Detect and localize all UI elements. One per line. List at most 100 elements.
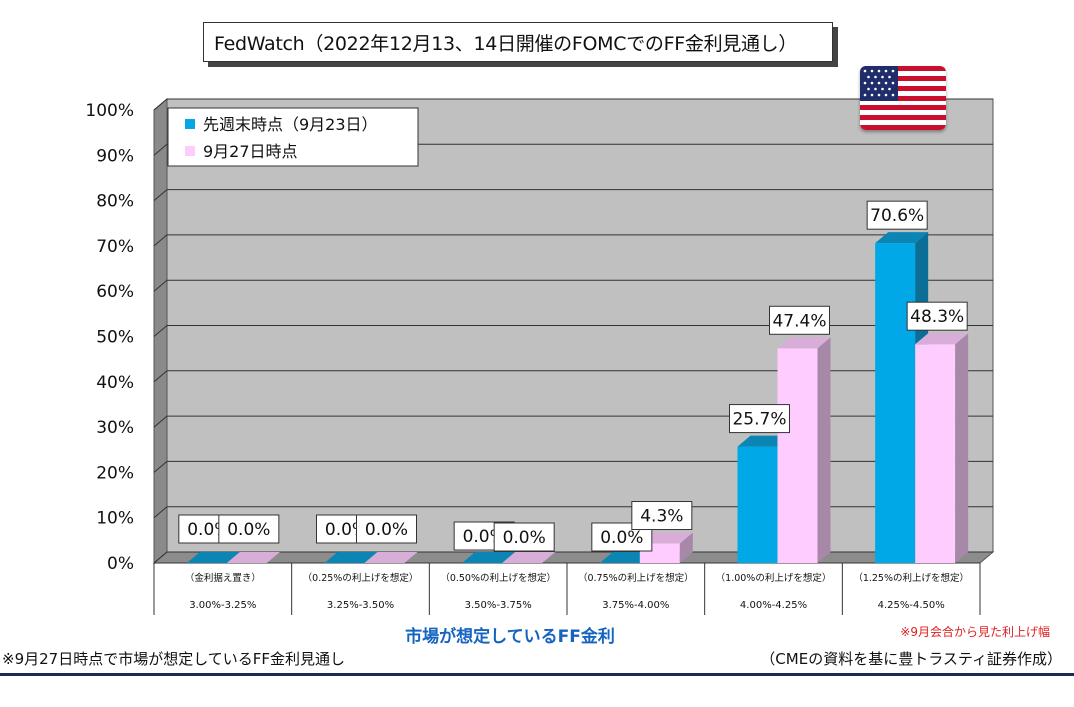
data-label: 0.0% bbox=[591, 522, 653, 552]
bar bbox=[186, 552, 240, 563]
data-label-box bbox=[769, 305, 830, 335]
category-range-label: 3.50%-3.75% bbox=[465, 600, 532, 611]
data-label: 0.0% bbox=[218, 514, 280, 544]
legend-swatch bbox=[185, 119, 195, 129]
bar-top bbox=[777, 337, 831, 349]
y-tick-label: 100% bbox=[85, 101, 134, 121]
data-label-text: 70.6% bbox=[870, 206, 924, 226]
bar-front bbox=[777, 348, 818, 563]
bar-top bbox=[364, 552, 418, 563]
bar-side bbox=[817, 337, 831, 563]
data-label-text: 47.4% bbox=[772, 311, 826, 331]
plot-floor bbox=[152, 551, 995, 564]
category-label: （0.75%の利上げを想定） bbox=[578, 572, 694, 584]
gridline bbox=[153, 415, 993, 428]
y-tick-label: 80% bbox=[96, 192, 134, 212]
data-label: 25.7% bbox=[729, 404, 790, 434]
chart-title: FedWatch（2022年12月13、14日開催のFOMCでのFF金利見通し） bbox=[203, 22, 833, 62]
category-range-label: 4.25%-4.50% bbox=[878, 600, 945, 611]
category-range-label: 3.75%-4.00% bbox=[602, 600, 669, 611]
category-range-label: 4.00%-4.25% bbox=[740, 600, 807, 611]
data-label: 4.3% bbox=[631, 501, 693, 531]
bar-top bbox=[737, 435, 791, 447]
y-tick-label: 70% bbox=[96, 237, 134, 257]
data-label-box bbox=[729, 404, 790, 434]
category-range-label: 3.25%-3.50% bbox=[327, 600, 394, 611]
legend-box bbox=[167, 107, 419, 167]
gridline bbox=[153, 325, 993, 337]
legend-label: 先週末時点（9月23日） bbox=[203, 115, 378, 134]
data-label-box bbox=[218, 514, 280, 544]
bar bbox=[502, 552, 556, 563]
data-label-box bbox=[591, 522, 653, 552]
data-label-text: 0.0% bbox=[365, 520, 408, 540]
bar-top bbox=[875, 232, 929, 244]
category-label: （1.00%の利上げを想定） bbox=[716, 572, 832, 584]
legend-label: 9月27日時点 bbox=[203, 142, 298, 161]
gridline bbox=[153, 234, 993, 247]
bar-chart: 0% 10% 20% 30% 40% 50% 60% 70% 80% 90% 100% （金利据え置き… bbox=[85, 97, 995, 615]
data-label: 0.0% bbox=[356, 514, 417, 544]
y-tick-label: 10% bbox=[96, 509, 134, 529]
bar-top bbox=[462, 552, 516, 563]
bar bbox=[462, 552, 516, 563]
y-tick-label: 60% bbox=[96, 282, 134, 302]
bar-front bbox=[875, 243, 916, 563]
bar-top bbox=[226, 552, 280, 563]
data-label-box bbox=[866, 200, 928, 230]
bar bbox=[364, 552, 418, 563]
bar-top bbox=[324, 552, 378, 563]
gridline bbox=[153, 279, 993, 292]
gridline bbox=[153, 460, 993, 473]
y-tick-label: 0% bbox=[107, 554, 134, 574]
data-label-box bbox=[356, 514, 417, 544]
legend: 先週末時点（9月23日） 9月27日時点 bbox=[167, 107, 419, 167]
rate-hike-note: ※9月会合から見た利上げ幅 bbox=[900, 625, 1050, 639]
y-tick-label: 50% bbox=[96, 328, 134, 348]
data-label-text: 0.0% bbox=[600, 528, 643, 548]
data-label: 48.3% bbox=[906, 301, 968, 331]
bar-front bbox=[915, 344, 956, 563]
bar-top bbox=[915, 333, 969, 345]
gridline bbox=[153, 370, 993, 383]
bottom-divider bbox=[0, 673, 1074, 676]
bar bbox=[915, 333, 969, 563]
gridline bbox=[153, 143, 993, 156]
data-label-text: 0.0% bbox=[227, 520, 270, 540]
bar-side bbox=[679, 532, 693, 563]
bar-top bbox=[599, 552, 653, 563]
bar bbox=[599, 552, 653, 563]
bar bbox=[226, 552, 280, 563]
data-label-text: 48.3% bbox=[910, 307, 964, 327]
x-axis-title: 市場が想定しているFF金利 bbox=[405, 627, 615, 647]
data-label-text: 25.7% bbox=[732, 410, 786, 430]
category-label: （0.25%の利上げを想定） bbox=[303, 572, 419, 584]
bar bbox=[777, 337, 831, 563]
data-label-box bbox=[906, 301, 968, 331]
us-flag-icon bbox=[860, 66, 946, 130]
bar-side bbox=[955, 333, 969, 563]
y-tick-label: 30% bbox=[96, 418, 134, 438]
category-range-label: 3.00%-3.25% bbox=[189, 600, 256, 611]
gridline bbox=[153, 189, 993, 201]
bar-front bbox=[737, 446, 778, 563]
data-label-text: 4.3% bbox=[640, 507, 683, 527]
legend-swatch bbox=[185, 146, 195, 156]
data-label: 0.0% bbox=[493, 522, 555, 552]
gridline bbox=[153, 98, 993, 111]
data-label: 70.6% bbox=[866, 200, 928, 230]
data-label: 47.4% bbox=[769, 305, 830, 335]
y-tick-label: 90% bbox=[96, 146, 134, 166]
data-label-text: 0.0% bbox=[503, 528, 546, 548]
y-tick-label: 40% bbox=[96, 373, 134, 393]
source-note: （CMEの資料を基に豊トラスティ証券作成） bbox=[760, 650, 1062, 668]
gridline bbox=[153, 551, 993, 564]
y-tick-label: 20% bbox=[96, 463, 134, 483]
category-label: （0.50%の利上げを想定） bbox=[440, 572, 556, 584]
footnote-left: ※9月27日時点で市場が想定しているFF金利見通し bbox=[2, 650, 346, 668]
gridline bbox=[153, 506, 993, 519]
category-label: （金利据え置き） bbox=[185, 572, 261, 584]
bar-top bbox=[502, 552, 556, 563]
category-label: （1.25%の利上げを想定） bbox=[853, 572, 969, 584]
bar bbox=[324, 552, 378, 563]
